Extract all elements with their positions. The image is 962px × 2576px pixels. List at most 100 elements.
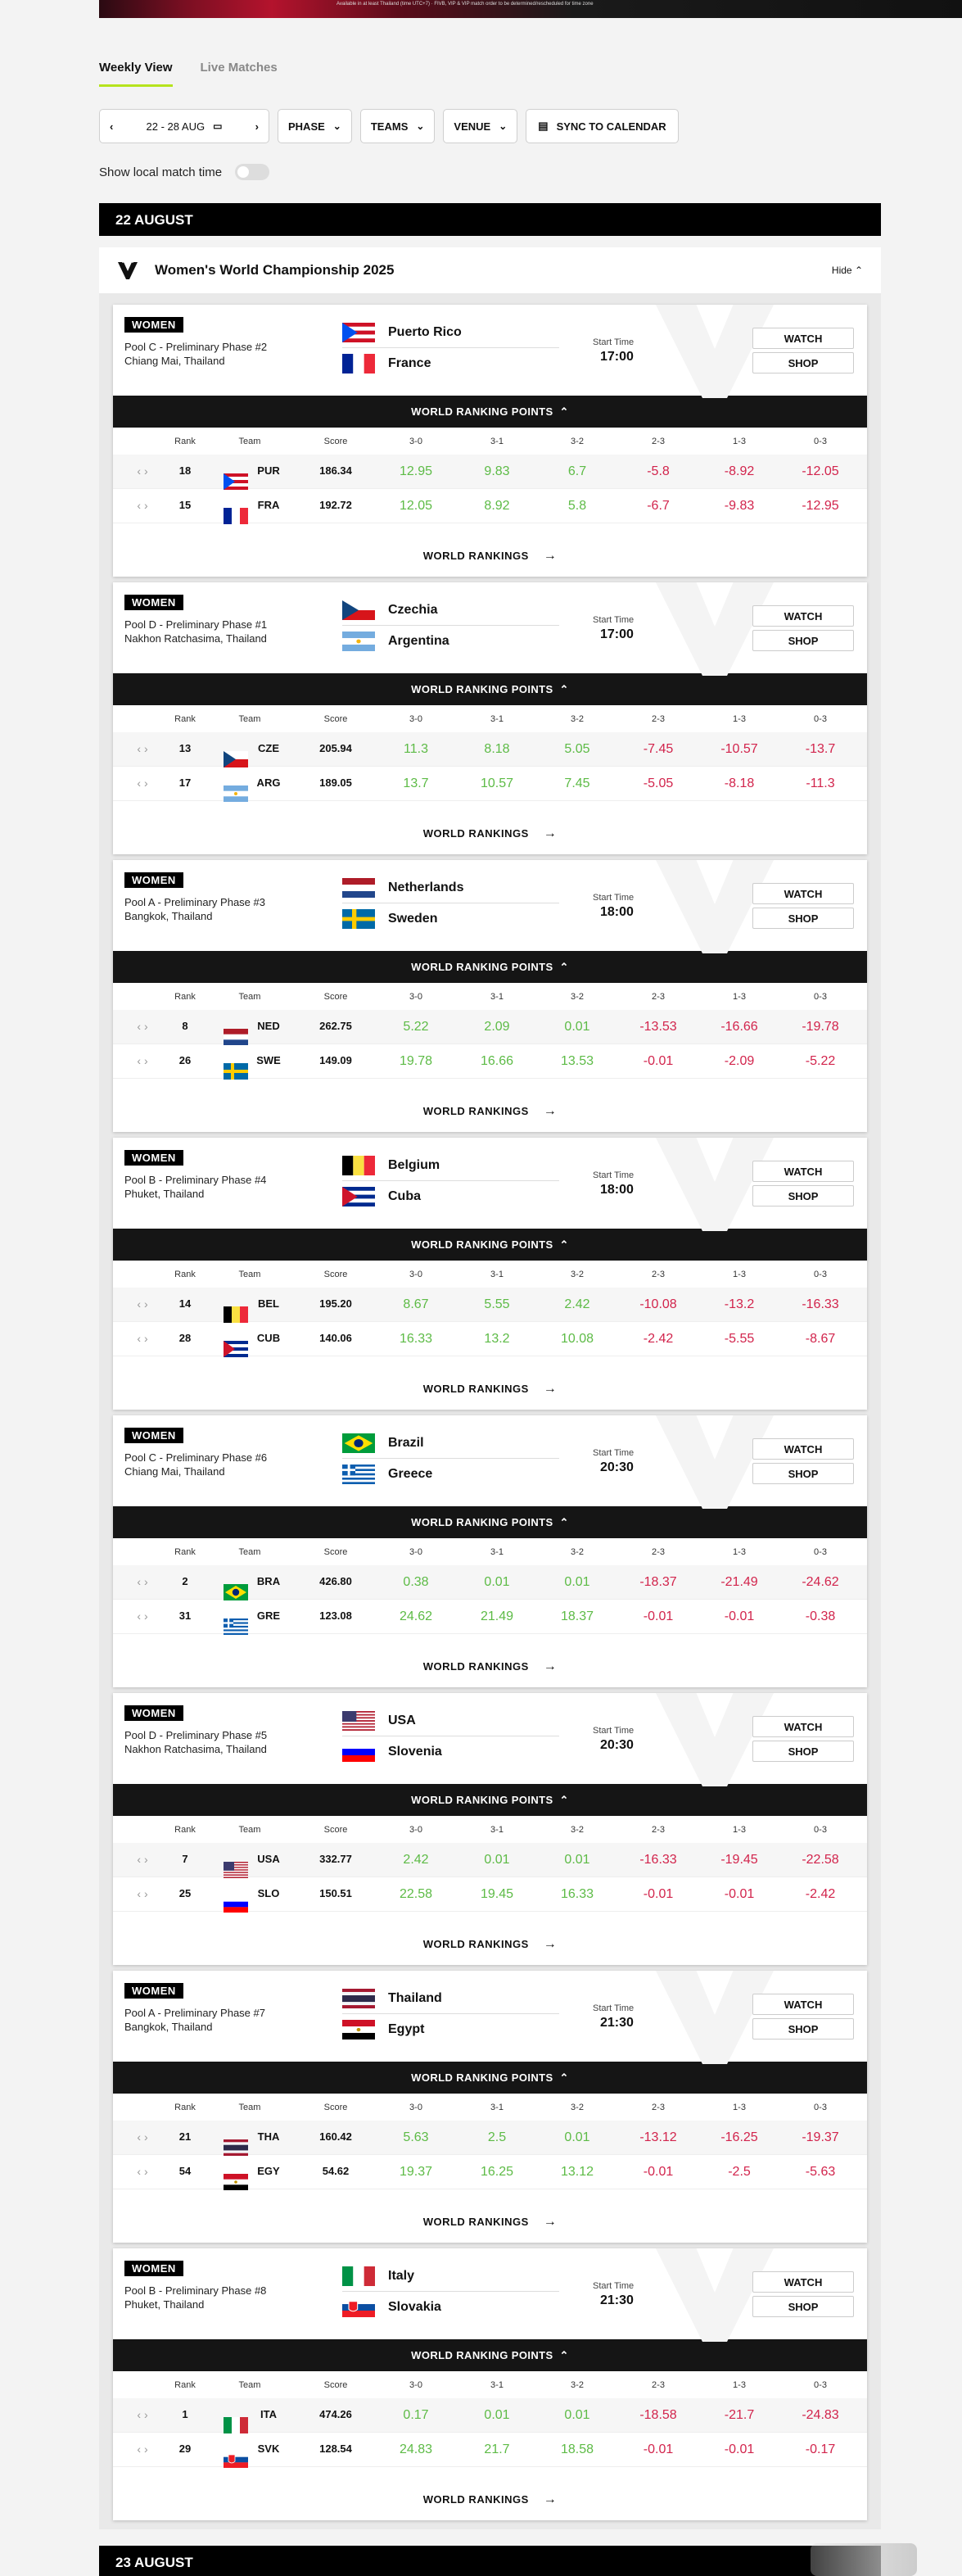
expand-arrows-icon[interactable]: ‹ › xyxy=(137,1575,148,1588)
world-ranking-points-toggle[interactable]: WORLD RANKING POINTS ⌃ xyxy=(113,1784,867,1816)
watch-button[interactable]: WATCH xyxy=(752,1716,854,1737)
world-ranking-points-toggle[interactable]: WORLD RANKING POINTS ⌃ xyxy=(113,673,867,705)
next-week-icon[interactable]: › xyxy=(255,120,259,133)
shop-button[interactable]: SHOP xyxy=(752,1741,854,1762)
team-b[interactable]: Slovakia xyxy=(342,2298,441,2317)
filter-bar: ‹ 22 - 28 AUG ▭ › PHASE ⌄ TEAMS ⌄ VENUE … xyxy=(99,109,679,143)
world-rankings-link[interactable]: WORLD RANKINGS → xyxy=(113,1659,867,1674)
col-score: Score xyxy=(323,1270,348,1279)
shop-button[interactable]: SHOP xyxy=(752,908,854,929)
team-b[interactable]: France xyxy=(342,354,431,373)
shop-button[interactable]: SHOP xyxy=(752,2296,854,2317)
ranking-points-value: 2.5 xyxy=(487,2130,507,2144)
expand-arrows-icon[interactable]: ‹ › xyxy=(137,464,148,478)
tab-live-matches[interactable]: Live Matches xyxy=(200,61,278,75)
match-info: WOMEN Pool A - Preliminary Phase #7 Bang… xyxy=(113,1971,867,2064)
world-rankings-link[interactable]: WORLD RANKINGS → xyxy=(113,826,867,841)
chevron-up-icon: ⌃ xyxy=(559,1793,569,1806)
world-ranking-points-toggle[interactable]: WORLD RANKING POINTS ⌃ xyxy=(113,1229,867,1261)
team-b[interactable]: Argentina xyxy=(342,632,449,651)
team-name: Czechia xyxy=(388,603,438,617)
team-name: Cuba xyxy=(388,1189,421,1203)
team-b[interactable]: Greece xyxy=(342,1465,432,1485)
shop-button[interactable]: SHOP xyxy=(752,630,854,651)
phase-dropdown[interactable]: PHASE ⌄ xyxy=(278,109,352,143)
hide-toggle[interactable]: Hide ⌃ xyxy=(832,265,863,276)
expand-arrows-icon[interactable]: ‹ › xyxy=(137,1332,148,1345)
expand-arrows-icon[interactable]: ‹ › xyxy=(137,1054,148,1067)
match-city: Nakhon Ratchasima, Thailand xyxy=(124,1743,267,1755)
local-time-toggle[interactable] xyxy=(235,164,270,180)
expand-arrows-icon[interactable]: ‹ › xyxy=(137,2130,148,2144)
match-phase: Pool B - Preliminary Phase #4 xyxy=(124,1174,267,1186)
col-0-3: 0-3 xyxy=(814,1825,827,1835)
flag-icon xyxy=(342,1187,375,1207)
expand-arrows-icon[interactable]: ‹ › xyxy=(137,2165,148,2178)
match-card: WOMEN Pool D - Preliminary Phase #5 Nakh… xyxy=(113,1693,867,1965)
world-rankings-link[interactable]: WORLD RANKINGS → xyxy=(113,1382,867,1397)
team-a[interactable]: USA xyxy=(342,1711,416,1732)
world-ranking-points-toggle[interactable]: WORLD RANKING POINTS ⌃ xyxy=(113,951,867,983)
team-a[interactable]: Puerto Rico xyxy=(342,323,462,343)
expand-arrows-icon[interactable]: ‹ › xyxy=(137,742,148,755)
team-a[interactable]: Brazil xyxy=(342,1433,424,1453)
date-picker[interactable]: ‹ 22 - 28 AUG ▭ › xyxy=(99,109,269,143)
ranking-table-header: Rank Team Score 3-0 3-1 3-2 2-3 1-3 0-3 xyxy=(113,2371,867,2398)
world-rankings-link[interactable]: WORLD RANKINGS → xyxy=(113,2492,867,2507)
venue-dropdown[interactable]: VENUE ⌄ xyxy=(443,109,518,143)
world-rankings-link[interactable]: WORLD RANKINGS → xyxy=(113,2215,867,2230)
sync-calendar-button[interactable]: ▤ SYNC TO CALENDAR xyxy=(526,109,679,143)
expand-arrows-icon[interactable]: ‹ › xyxy=(137,2408,148,2421)
team-a[interactable]: Italy xyxy=(342,2266,414,2286)
world-rankings-link[interactable]: WORLD RANKINGS → xyxy=(113,549,867,564)
prev-week-icon[interactable]: ‹ xyxy=(110,120,114,133)
expand-arrows-icon[interactable]: ‹ › xyxy=(137,1853,148,1866)
ranking-points-value: -2.5 xyxy=(728,2165,751,2179)
world-rankings-link[interactable]: WORLD RANKINGS → xyxy=(113,1937,867,1952)
world-rankings-link[interactable]: WORLD RANKINGS → xyxy=(113,1104,867,1119)
expand-arrows-icon[interactable]: ‹ › xyxy=(137,1887,148,1900)
team-b[interactable]: Slovenia xyxy=(342,1742,442,1762)
shop-button[interactable]: SHOP xyxy=(752,2018,854,2040)
watch-button[interactable]: WATCH xyxy=(752,1438,854,1460)
team-b[interactable]: Sweden xyxy=(342,909,437,929)
ranking-points-value: 0.01 xyxy=(564,1575,590,1589)
col-0-3: 0-3 xyxy=(814,2103,827,2112)
world-ranking-points-toggle[interactable]: WORLD RANKING POINTS ⌃ xyxy=(113,2062,867,2094)
watch-button[interactable]: WATCH xyxy=(752,2271,854,2293)
shop-button[interactable]: SHOP xyxy=(752,1185,854,1207)
watch-button[interactable]: WATCH xyxy=(752,883,854,904)
watch-button[interactable]: WATCH xyxy=(752,1161,854,1182)
watch-button[interactable]: WATCH xyxy=(752,605,854,627)
world-ranking-points-toggle[interactable]: WORLD RANKING POINTS ⌃ xyxy=(113,1506,867,1538)
team-a[interactable]: Thailand xyxy=(342,1989,442,2008)
tab-weekly-view[interactable]: Weekly View xyxy=(99,57,173,87)
match-info: WOMEN Pool D - Preliminary Phase #5 Nakh… xyxy=(113,1693,867,1786)
shop-button[interactable]: SHOP xyxy=(752,1463,854,1484)
team-a[interactable]: Netherlands xyxy=(342,878,463,898)
world-ranking-points-toggle[interactable]: WORLD RANKING POINTS ⌃ xyxy=(113,2339,867,2371)
watch-button[interactable]: WATCH xyxy=(752,1994,854,2015)
team-b[interactable]: Cuba xyxy=(342,1187,421,1207)
world-ranking-points-toggle[interactable]: WORLD RANKING POINTS ⌃ xyxy=(113,396,867,428)
expand-arrows-icon[interactable]: ‹ › xyxy=(137,2442,148,2456)
ranking-points-value: 0.01 xyxy=(484,2408,510,2422)
team-a[interactable]: Belgium xyxy=(342,1156,440,1175)
watermark-logo-icon xyxy=(656,860,774,953)
expand-arrows-icon[interactable]: ‹ › xyxy=(137,499,148,512)
wrp-label: WORLD RANKING POINTS xyxy=(411,683,553,695)
team-b[interactable]: Egypt xyxy=(342,2020,424,2040)
expand-arrows-icon[interactable]: ‹ › xyxy=(137,1020,148,1033)
wrp-label: WORLD RANKING POINTS xyxy=(411,2071,553,2084)
ranking-points-value: -0.01 xyxy=(643,2165,674,2179)
team-a[interactable]: Czechia xyxy=(342,600,437,620)
team-rank: 28 xyxy=(178,1332,192,1344)
expand-arrows-icon[interactable]: ‹ › xyxy=(137,1609,148,1623)
expand-arrows-icon[interactable]: ‹ › xyxy=(137,1297,148,1311)
ranking-points-value: 5.63 xyxy=(403,2130,429,2144)
ranking-points-value: 0.38 xyxy=(403,1575,429,1589)
watch-button[interactable]: WATCH xyxy=(752,328,854,349)
expand-arrows-icon[interactable]: ‹ › xyxy=(137,776,148,790)
teams-dropdown[interactable]: TEAMS ⌄ xyxy=(359,109,436,143)
shop-button[interactable]: SHOP xyxy=(752,352,854,373)
